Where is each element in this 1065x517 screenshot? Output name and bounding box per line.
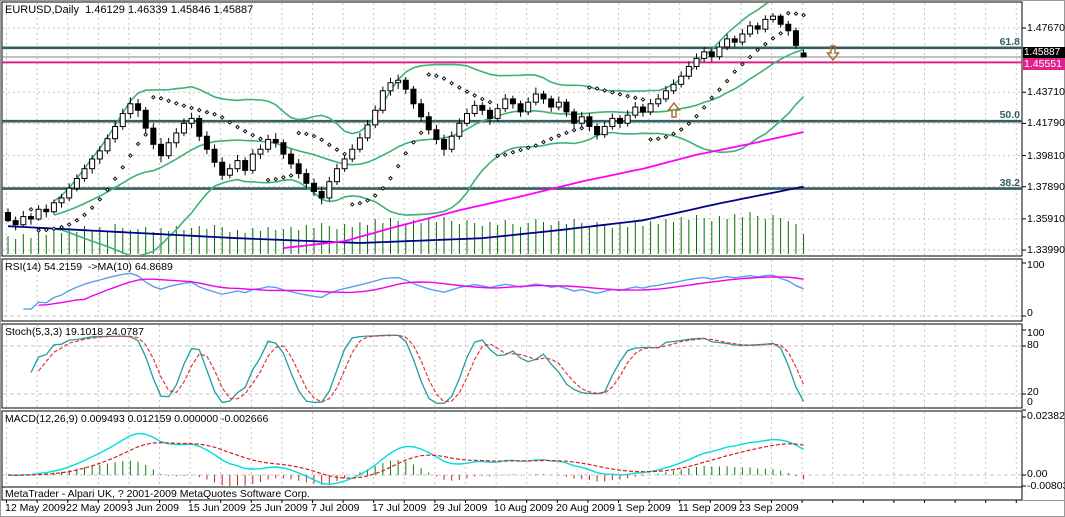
- date-axis-label: 12 May 2009: [5, 502, 66, 514]
- date-axis-label: 20 Aug 2009: [556, 502, 615, 514]
- date-axis-label: 7 Jul 2009: [311, 502, 360, 514]
- copyright-text: MetaTrader - Alpari UK, ? 2001-2009 Meta…: [5, 488, 310, 500]
- fib-38-label: 38.2: [999, 177, 1020, 189]
- hline-price-tag: 1.45551: [1023, 58, 1065, 70]
- macd-indicator-label: MACD(12,26,9) 0.009493 0.012159 0.000000…: [5, 413, 269, 425]
- date-axis-label: 23 Sep 2009: [739, 502, 799, 514]
- date-axis-label: 1 Sep 2009: [617, 502, 671, 514]
- price-axis-label: 1.41790: [1027, 117, 1065, 129]
- date-axis-label: 25 Jun 2009: [250, 502, 308, 514]
- date-axis-label: 29 Jul 2009: [433, 502, 488, 514]
- rsi-axis-label: 100: [1027, 259, 1045, 271]
- stoch-axis-label: 100: [1027, 327, 1045, 339]
- chart-title: EURUSD,Daily 1.46129 1.46339 1.45846 1.4…: [5, 4, 254, 16]
- stoch-axis-label: 0: [1027, 396, 1033, 408]
- date-axis-label: 17 Jul 2009: [372, 502, 427, 514]
- price-axis-label: 1.37890: [1027, 181, 1065, 193]
- price-axis-label: 1.43710: [1027, 86, 1065, 98]
- stoch-axis-label: 80: [1027, 339, 1039, 351]
- date-axis-label: 22 May 2009: [66, 502, 127, 514]
- date-axis-label: 10 Aug 2009: [494, 502, 553, 514]
- stoch-axis-label: 20: [1027, 386, 1039, 398]
- date-axis-label: 3 Jun 2009: [127, 502, 179, 514]
- price-axis-label: 1.35910: [1027, 213, 1065, 225]
- rsi-axis-label: 0: [1027, 307, 1033, 319]
- price-axis-label: 1.33990: [1027, 244, 1065, 256]
- price-axis-label: 1.47670: [1027, 22, 1065, 34]
- bid-price-tag: 1.45887: [1023, 47, 1065, 58]
- rsi-indicator-label: RSI(14) 54.2159 ->MA(10) 64.8689: [5, 261, 173, 273]
- macd-axis-label: 0.02382: [1027, 410, 1065, 422]
- up-arrow-icon: [667, 101, 681, 118]
- fib-50-label: 50.0: [999, 109, 1020, 121]
- date-axis-label: 15 Jun 2009: [188, 502, 246, 514]
- macd-axis-label: 0.00: [1027, 468, 1048, 480]
- stoch-indicator-label: Stoch(5,3,3) 19.1018 24.0787: [5, 326, 144, 338]
- fib-61-label: 61.8: [999, 36, 1020, 48]
- date-axis-label: 11 Sep 2009: [678, 502, 737, 514]
- price-axis-label: 1.39810: [1027, 150, 1065, 162]
- down-arrow-icon: [826, 45, 840, 62]
- macd-axis-label: -0.00803: [1027, 480, 1065, 492]
